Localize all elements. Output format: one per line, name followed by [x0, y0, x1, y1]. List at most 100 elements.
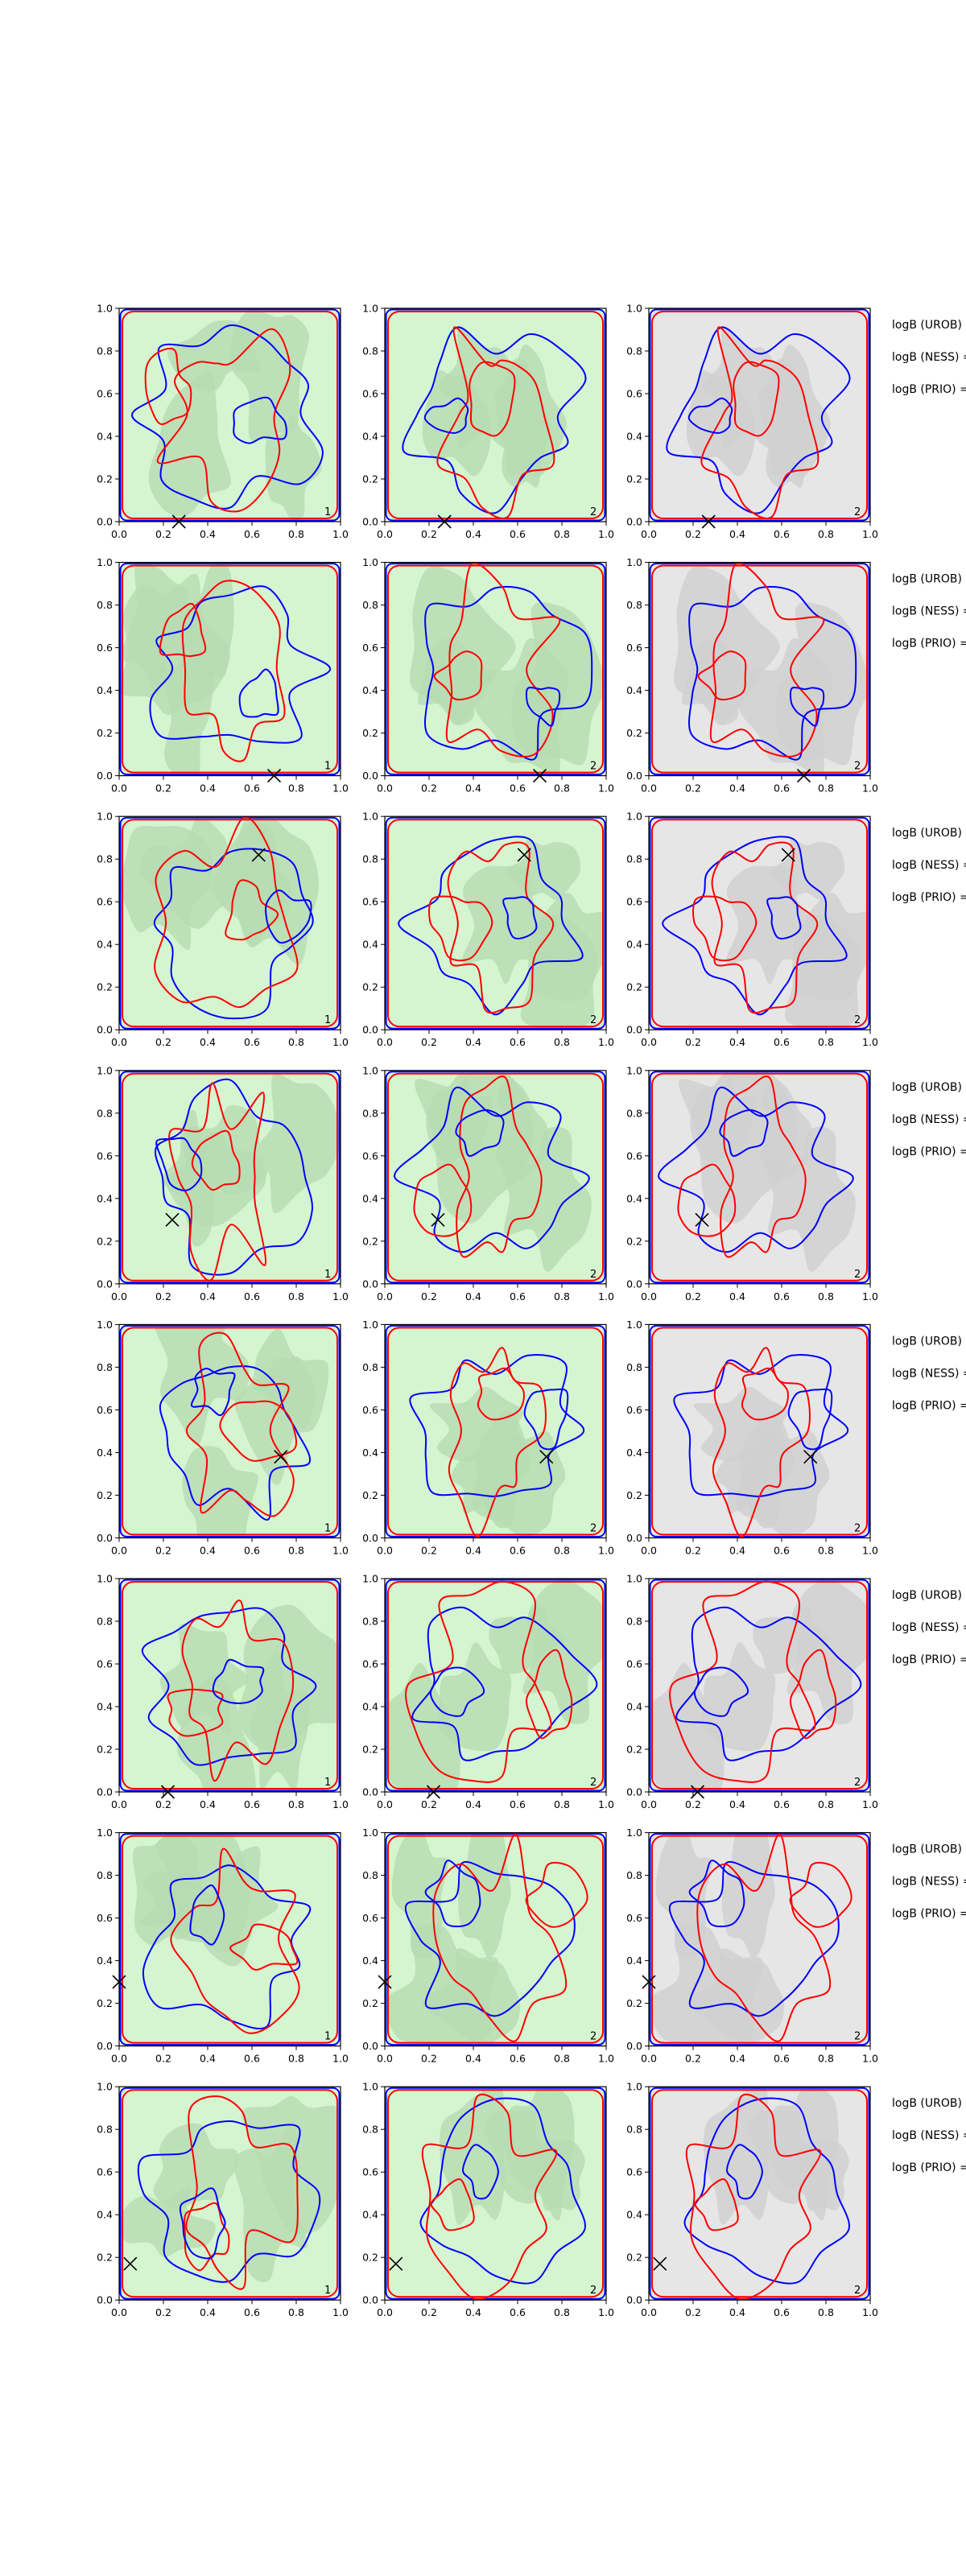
- x-tick-label: 1.0: [598, 1036, 614, 1048]
- panel-corner-label: 2: [590, 2031, 597, 2043]
- x-tick-label: 0.6: [244, 1290, 260, 1302]
- y-tick-label: 0.6: [97, 1404, 113, 1416]
- panel-corner-label: 2: [854, 506, 861, 518]
- y-tick-label: 0.0: [626, 1024, 642, 1036]
- x-tick-label: 0.2: [421, 528, 437, 540]
- plot-area: [119, 1832, 341, 2046]
- y-tick-label: 0.2: [626, 981, 642, 993]
- filled-lobe: [422, 369, 491, 477]
- y-tick-label: 0.6: [362, 642, 378, 654]
- x-tick-label: 0.0: [641, 782, 657, 795]
- red-contour: [445, 562, 561, 758]
- blue-contour: [649, 816, 870, 1030]
- filled-lobe: [148, 371, 231, 517]
- y-tick-label: 0.0: [97, 1786, 113, 1798]
- x-tick-label: 0.2: [421, 1036, 437, 1048]
- x-tick-label: 0.8: [288, 1798, 304, 1810]
- y-tick-label: 0.0: [97, 1024, 113, 1036]
- panel-row: 10.0 0.2 0.4 0.6 0.8 1.00.00.20.40.60.81.020.…: [97, 1319, 966, 1557]
- x-tick-label: 0.8: [818, 528, 834, 540]
- y-tick-label: 0.8: [362, 599, 378, 611]
- filled-lobe: [690, 1071, 758, 1163]
- y-tick-label: 0.0: [97, 1532, 113, 1544]
- axes-frame: [384, 2086, 607, 2301]
- filled-lobe: [132, 1832, 198, 1946]
- red-contour: [789, 1649, 837, 1740]
- y-tick-label: 0.8: [97, 1361, 113, 1373]
- y-tick-label: 1.0: [626, 1573, 642, 1585]
- contour-panel: 2 0.0 0.2 0.4 0.6 0.8 1.0 0.0 0.2 0.4 0.6 0.8 1.0: [362, 303, 614, 541]
- panel-corner-label: 1: [324, 2285, 331, 2297]
- filled-lobe: [530, 893, 606, 1001]
- y-tick-label: 0.0: [362, 2040, 378, 2052]
- y-tick-label: 0.2: [97, 1997, 113, 2009]
- y-tick-label: 0.2: [97, 727, 113, 739]
- y-tick-label: 0.0: [97, 516, 113, 528]
- y-tick-label: 0.4: [362, 1447, 378, 1459]
- red-contour: [122, 1581, 338, 1790]
- y-tick-label: 0.8: [626, 345, 642, 357]
- axes-frame: [648, 1070, 871, 1285]
- axes-frame: [118, 1578, 341, 1793]
- y-tick-label: 0.6: [97, 2166, 113, 2178]
- red-contour: [433, 650, 483, 701]
- panel-corner-label: 2: [590, 1777, 597, 1789]
- y-tick-label: 0.0: [97, 2040, 113, 2052]
- y-tick-label: 0.4: [626, 1447, 642, 1459]
- x-tick-label: 0.6: [510, 2306, 526, 2318]
- y-tick-label: 0.0: [362, 516, 378, 528]
- red-contour: [387, 311, 604, 519]
- x-tick-label: 0.4: [200, 782, 216, 795]
- red-contour: [387, 1835, 604, 2044]
- filled-lobe: [758, 345, 831, 478]
- panel-row: 10.0 0.2 0.4 0.6 0.8 1.00.00.20.40.60.81.020.…: [97, 811, 966, 1048]
- x-tick-label: 0.6: [244, 782, 260, 795]
- plot-area: [649, 2087, 870, 2301]
- red-contour: [447, 841, 555, 1014]
- y-tick-label: 0.8: [626, 1869, 642, 1881]
- red-contour: [432, 1833, 568, 2042]
- contour-panel: 1 0.0 0.2 0.4 0.6 0.8 1.0 0.0 0.2 0.4 0.6 0.8 1.0: [97, 1319, 349, 1557]
- blue-contour: [766, 896, 802, 939]
- panel-corner-label: 2: [854, 1777, 861, 1789]
- x-tick-label: 0.8: [554, 1036, 570, 1048]
- row-annotation: logB (UROB) =: [892, 1335, 966, 1348]
- x-tick-label: 0.8: [288, 1544, 304, 1556]
- red-contour: [700, 326, 819, 519]
- red-contour: [181, 1600, 295, 1782]
- contour-panel: 2 0.0 0.2 0.4 0.6 0.8 1.0 0.0 0.2 0.4 0.6 0.8 1.0: [626, 1573, 878, 1811]
- filled-lobe: [649, 1923, 763, 2046]
- panel-corner-label: 2: [854, 761, 861, 773]
- blue-contour: [394, 1086, 590, 1253]
- y-tick-label: 0.0: [362, 1786, 378, 1798]
- y-tick-label: 0.8: [626, 1616, 642, 1628]
- y-tick-label: 0.8: [97, 2124, 113, 2136]
- row-annotation: logB (PRIO) =: [892, 638, 966, 650]
- x-tick-label: 0.2: [421, 1798, 437, 1810]
- y-tick-label: 0.2: [97, 1235, 113, 1247]
- blue-contour: [502, 896, 538, 939]
- x-tick-label: 0.6: [774, 782, 790, 795]
- x-tick-label: 1.0: [332, 2306, 349, 2318]
- x-tick-label: 0.2: [685, 2053, 701, 2065]
- x-tick-label: 0.6: [774, 1036, 790, 1048]
- x-tick-label: 0.6: [510, 1290, 526, 1302]
- red-contour: [651, 311, 868, 519]
- x-tick-label: 0.8: [818, 2053, 834, 2065]
- x-tick-label: 0.4: [200, 2306, 216, 2318]
- red-contour: [448, 1347, 547, 1538]
- plot-area: [119, 2087, 341, 2301]
- y-tick-label: 0.4: [362, 2209, 378, 2221]
- x-tick-label: 1.0: [598, 2053, 614, 2065]
- y-tick-label: 0.0: [362, 1278, 378, 1290]
- panel-corner-label: 1: [324, 1269, 331, 1281]
- y-tick-label: 0.8: [97, 1869, 113, 1881]
- y-tick-label: 0.8: [97, 1107, 113, 1119]
- blue-contour: [385, 816, 606, 1030]
- y-tick-label: 0.6: [97, 388, 113, 400]
- x-tick-label: 0.6: [510, 1036, 526, 1048]
- y-tick-label: 0.6: [626, 2166, 642, 2178]
- panel-corner-label: 2: [854, 2031, 861, 2043]
- y-tick-label: 0.8: [97, 599, 113, 611]
- blue-contour: [649, 2087, 870, 2300]
